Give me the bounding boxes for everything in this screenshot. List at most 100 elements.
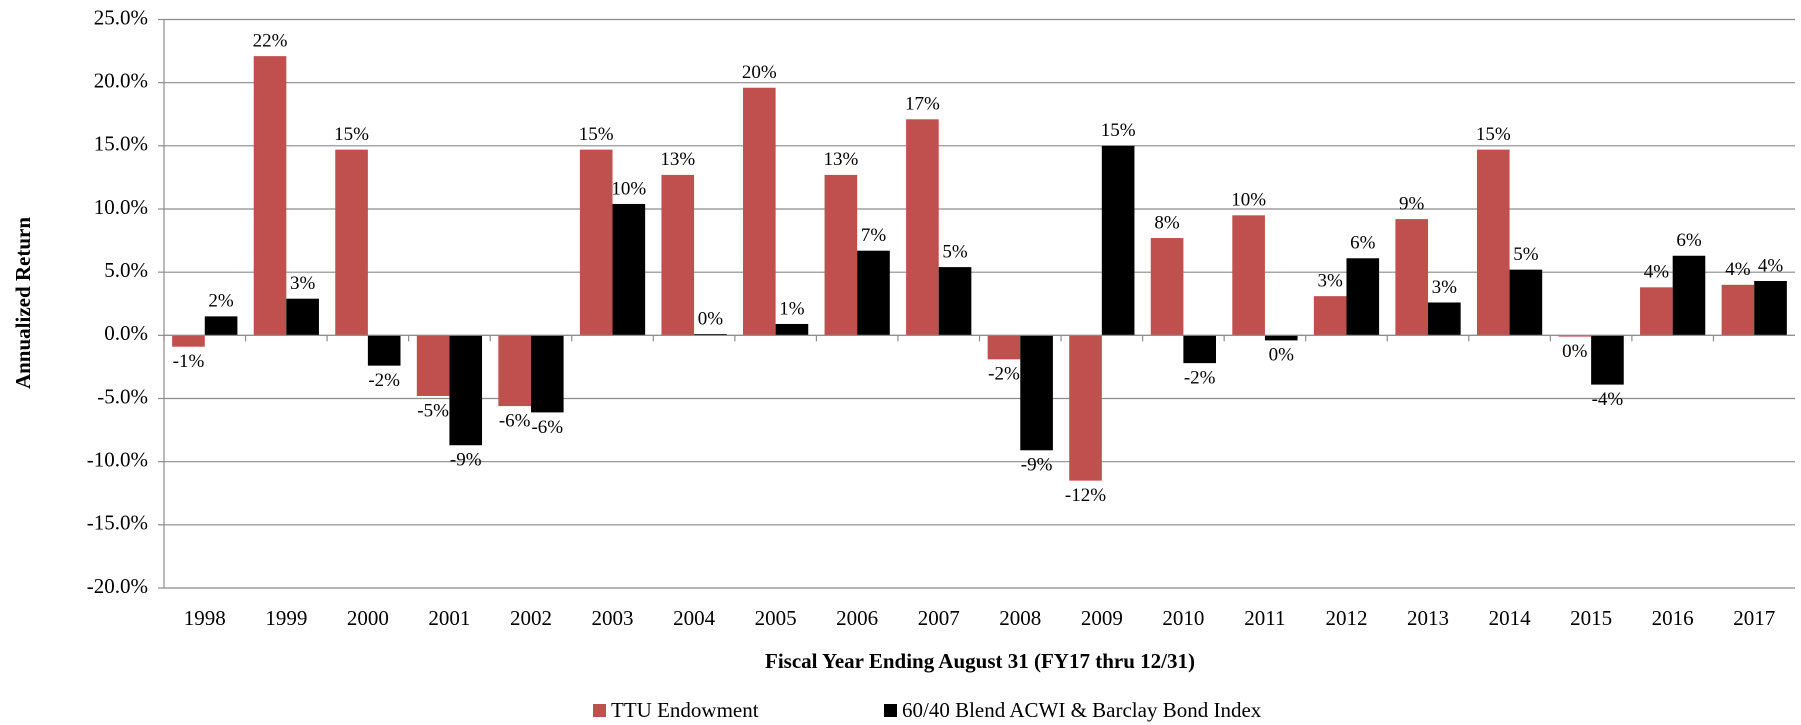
bar [498, 335, 531, 407]
bar [1101, 145, 1135, 336]
bar [612, 203, 646, 336]
value-label: 10% [611, 178, 646, 199]
bar [416, 335, 450, 396]
value-label: 0% [1562, 341, 1588, 362]
value-label: 10% [1231, 190, 1266, 211]
value-label: 2% [208, 291, 234, 312]
bar [204, 316, 238, 336]
bar [579, 149, 613, 336]
value-label: 6% [1676, 230, 1702, 251]
value-label: -5% [417, 400, 449, 421]
bar [824, 174, 858, 336]
bar [1183, 335, 1216, 364]
bar [694, 334, 727, 336]
bar [1346, 258, 1380, 336]
value-label: 15% [579, 124, 614, 145]
value-label: -9% [450, 450, 482, 471]
y-tick-label: -10.0% [87, 447, 148, 471]
value-label: 4% [1725, 259, 1751, 280]
legend-label: TTU Endowment [611, 698, 759, 722]
y-tick-label: 25.0% [94, 5, 148, 29]
y-tick-label: 15.0% [94, 132, 148, 156]
x-tick-label: 2010 [1162, 606, 1204, 630]
bar [743, 87, 776, 336]
x-tick-label: 2014 [1489, 606, 1532, 630]
bar [1721, 284, 1755, 336]
bar [1428, 302, 1461, 336]
value-label: -4% [1592, 389, 1624, 410]
bar [286, 298, 319, 336]
value-label: 3% [1432, 277, 1458, 298]
bar [1476, 149, 1510, 336]
bar [661, 174, 695, 336]
value-label: 5% [1513, 244, 1539, 265]
y-tick-label: -5.0% [97, 384, 148, 408]
value-label: -1% [173, 351, 205, 372]
x-tick-label: 1998 [184, 606, 226, 630]
value-label: 3% [290, 273, 316, 294]
x-tick-label: 2000 [347, 606, 389, 630]
bar [449, 335, 483, 446]
value-label: 15% [1101, 120, 1136, 141]
value-label: 15% [1476, 124, 1511, 145]
legend-swatch [593, 704, 606, 717]
x-axis-title: Fiscal Year Ending August 31 (FY17 thru … [765, 649, 1195, 673]
value-label: -9% [1021, 455, 1053, 476]
value-label: -2% [368, 370, 400, 391]
value-label: 6% [1350, 233, 1376, 254]
x-tick-label: 2016 [1652, 606, 1694, 630]
value-label: 17% [905, 94, 940, 115]
legend-label: 60/40 Blend ACWI & Barclay Bond Index [902, 698, 1262, 722]
bar [1640, 287, 1673, 336]
x-tick-label: 2008 [999, 606, 1041, 630]
bar [367, 335, 401, 366]
bar [938, 267, 972, 336]
bar [1672, 255, 1706, 336]
legend-swatch [884, 704, 897, 717]
value-label: 1% [779, 298, 805, 319]
bar [1754, 281, 1787, 336]
y-tick-label: 20.0% [94, 68, 148, 92]
bar [1232, 215, 1265, 336]
bar [906, 119, 939, 336]
value-label: -6% [499, 410, 531, 431]
bar [1313, 296, 1347, 336]
bar [1069, 335, 1102, 481]
bar [335, 149, 368, 336]
x-tick-label: 2017 [1733, 606, 1775, 630]
x-tick-label: 2009 [1081, 606, 1123, 630]
value-label: 8% [1154, 212, 1180, 233]
value-label: 15% [334, 124, 369, 145]
x-tick-label: 1999 [265, 606, 307, 630]
value-label: -6% [531, 417, 563, 438]
x-tick-label: 2015 [1570, 606, 1612, 630]
x-tick-label: 2012 [1325, 606, 1367, 630]
value-label: 4% [1644, 262, 1670, 283]
bar [987, 335, 1021, 360]
bar [1395, 219, 1429, 336]
x-tick-label: 2006 [836, 606, 878, 630]
bar [775, 323, 809, 336]
y-tick-label: -15.0% [87, 511, 148, 535]
y-tick-label: 10.0% [94, 195, 148, 219]
x-tick-label: 2002 [510, 606, 552, 630]
y-tick-label: 5.0% [104, 258, 148, 282]
bar [1150, 238, 1184, 336]
y-tick-label: -20.0% [87, 574, 148, 598]
x-tick-label: 2005 [755, 606, 797, 630]
value-label: 20% [742, 62, 777, 83]
x-tick-label: 2004 [673, 606, 716, 630]
value-label: 5% [942, 241, 968, 262]
value-label: 7% [861, 225, 887, 246]
x-tick-label: 2003 [592, 606, 634, 630]
bar [1558, 335, 1592, 337]
bar [530, 335, 564, 413]
value-label: 0% [698, 308, 724, 329]
bar [857, 250, 890, 336]
value-label: -12% [1065, 485, 1106, 506]
value-label: 13% [660, 149, 695, 170]
bar [1509, 269, 1543, 336]
bar [172, 335, 205, 347]
bar [1591, 335, 1624, 385]
